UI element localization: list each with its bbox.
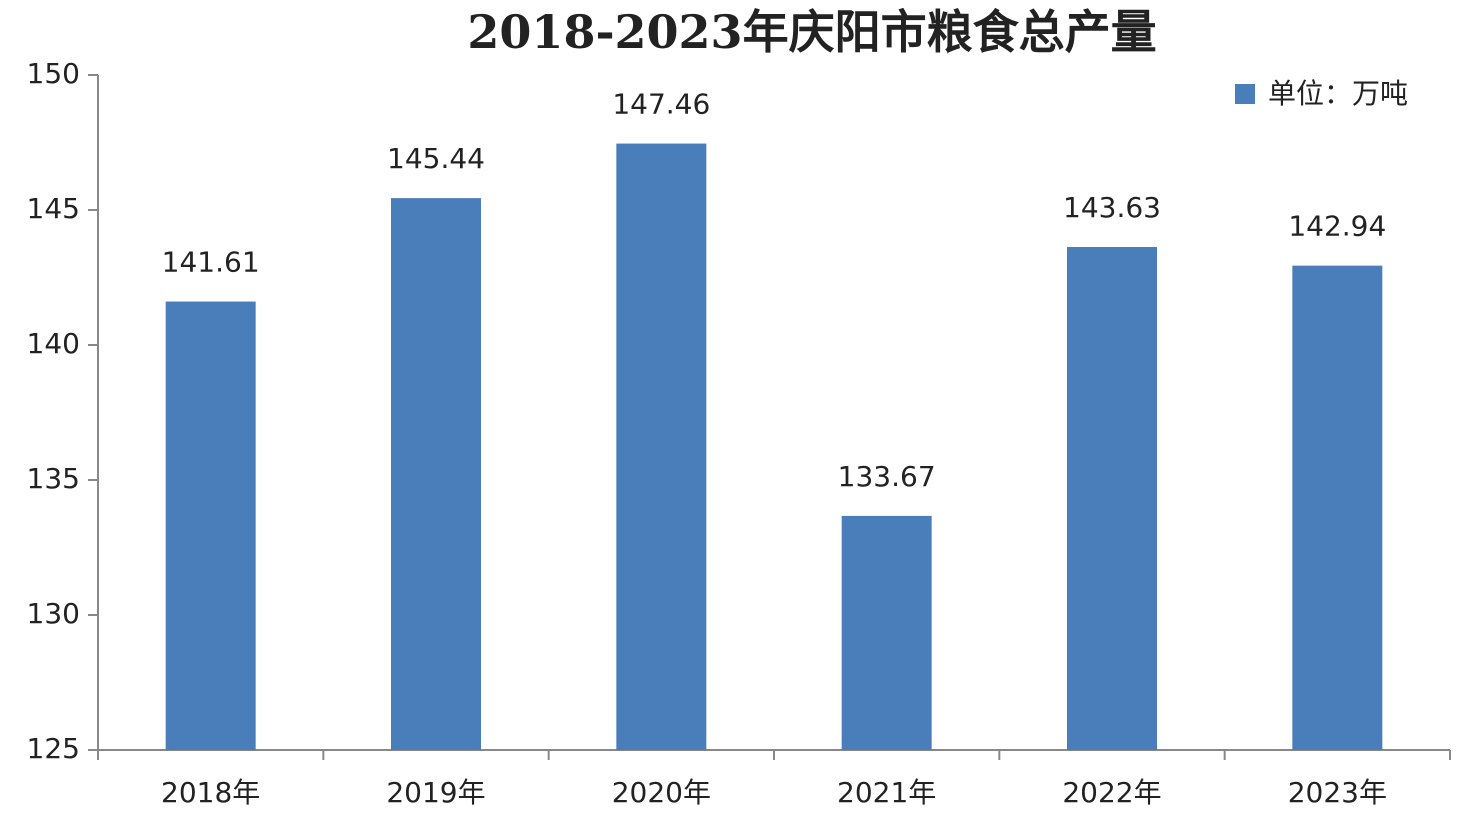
legend-swatch — [1235, 84, 1255, 104]
y-tick-label: 145 — [27, 192, 80, 225]
data-label: 142.94 — [1288, 210, 1386, 243]
legend-label: 单位：万吨 — [1268, 77, 1408, 110]
x-tick-label: 2022年 — [1062, 776, 1161, 809]
bar — [841, 515, 932, 750]
data-label: 147.46 — [612, 88, 710, 121]
x-tick-label: 2021年 — [837, 776, 936, 809]
y-tick-label: 135 — [27, 462, 80, 495]
chart-title: 2018-2023年庆阳市粮食总产量 — [467, 5, 1156, 59]
y-tick-label: 125 — [27, 732, 80, 765]
x-tick-label: 2020年 — [612, 776, 711, 809]
y-tick-label: 150 — [27, 57, 80, 90]
bar — [165, 301, 256, 750]
y-tick-label: 130 — [27, 597, 80, 630]
bar — [1067, 246, 1157, 751]
bar — [1292, 265, 1383, 750]
data-label: 133.67 — [838, 460, 936, 493]
bar — [616, 143, 707, 750]
bar — [391, 198, 481, 750]
y-tick-label: 140 — [27, 327, 80, 360]
data-label: 145.44 — [387, 142, 485, 175]
data-label: 141.61 — [162, 246, 260, 279]
data-label: 143.63 — [1063, 191, 1161, 224]
x-tick-label: 2019年 — [386, 776, 485, 809]
x-tick-label: 2018年 — [161, 776, 260, 809]
x-tick-label: 2023年 — [1288, 776, 1387, 809]
